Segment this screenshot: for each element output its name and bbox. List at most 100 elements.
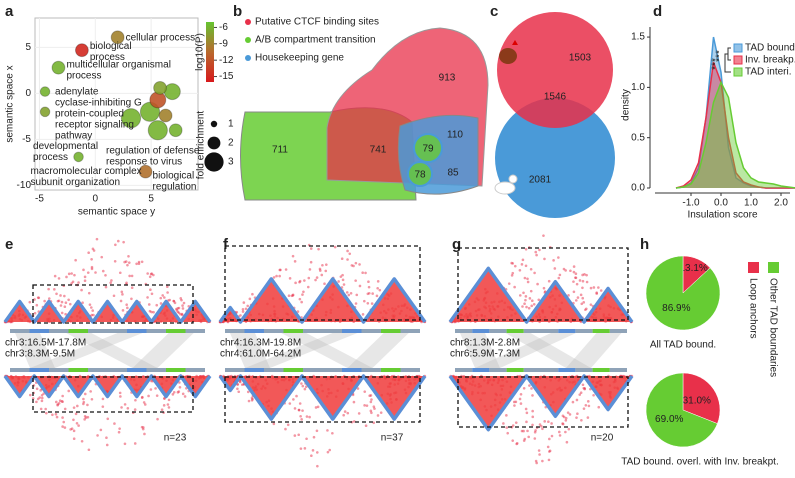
contact-dot	[547, 458, 551, 462]
contact-dot	[59, 294, 62, 297]
contact-dot	[54, 412, 58, 416]
contact-dot	[180, 298, 183, 302]
contact-dot	[530, 299, 534, 303]
colorbar-tick-label: -9	[219, 38, 228, 49]
contact-dot	[239, 314, 242, 317]
chromosome-track	[303, 329, 323, 333]
contact-dot	[278, 268, 282, 272]
contact-dot	[575, 282, 579, 286]
bubble	[51, 60, 66, 75]
contact-dot	[298, 279, 302, 283]
contact-dot	[367, 285, 371, 289]
contact-dot	[292, 398, 295, 401]
contact-dot	[543, 420, 547, 423]
y-axis-title: density	[621, 89, 632, 121]
chromosome-track	[264, 329, 284, 333]
contact-dot	[510, 274, 514, 277]
contact-dot	[130, 286, 134, 290]
contact-dot	[294, 281, 297, 285]
y-tick-label: 5	[25, 42, 31, 53]
contact-dot	[298, 402, 302, 405]
contact-dot	[523, 302, 526, 306]
chromosome-track	[400, 329, 420, 333]
chromosome-track	[166, 329, 186, 333]
contact-dot	[316, 464, 319, 468]
contact-dot	[47, 287, 50, 291]
contact-dot	[506, 431, 510, 435]
density-line	[675, 61, 795, 189]
contact-dot	[530, 387, 533, 390]
x-tick-label: -1.0	[682, 198, 700, 209]
contact-dot	[143, 403, 147, 406]
contact-dot	[119, 395, 122, 398]
contact-dot	[376, 280, 380, 283]
contact-dot	[350, 264, 354, 267]
chromosome-track	[541, 368, 559, 372]
contact-dot	[70, 282, 73, 285]
contact-dot	[528, 297, 532, 300]
sample-count: n=23	[164, 433, 187, 444]
contact-dot	[597, 286, 600, 289]
contact-dot	[123, 403, 127, 406]
bubble	[147, 120, 168, 141]
contact-dot	[45, 411, 48, 415]
contact-dot	[361, 313, 365, 316]
chromosome-track	[225, 329, 245, 333]
chromosome-track	[381, 329, 401, 333]
contact-dot	[99, 428, 103, 432]
contact-dot	[166, 291, 169, 294]
contact-dot	[507, 282, 511, 285]
contact-dot	[518, 294, 522, 297]
chromosome-track	[88, 368, 108, 372]
contact-dot	[574, 272, 578, 276]
highlight-box	[32, 284, 194, 324]
contact-dot	[341, 278, 345, 282]
contact-dot	[156, 417, 159, 421]
contact-dot	[522, 291, 525, 295]
chromosome-track	[283, 329, 303, 333]
contact-dot	[366, 301, 370, 305]
synteny-ribbon	[347, 333, 409, 368]
legend-swatch	[748, 262, 759, 273]
contact-dot	[585, 307, 588, 311]
contact-dot	[119, 299, 123, 303]
contact-dot	[326, 450, 330, 454]
contact-dot	[55, 415, 59, 419]
region-count: 78	[414, 170, 426, 181]
contact-dot	[63, 294, 66, 298]
contact-dot	[53, 274, 57, 278]
contact-dot	[91, 309, 95, 312]
contact-dot	[83, 415, 87, 418]
contact-dot	[299, 414, 302, 418]
contact-dot	[561, 414, 565, 418]
contact-dot	[113, 422, 116, 425]
chromosome-track	[575, 329, 593, 333]
contact-dot	[321, 263, 324, 267]
contact-dot	[530, 304, 534, 308]
legend-label: Putative CTCF binding sites	[255, 17, 379, 28]
contact-dot	[520, 263, 524, 266]
tad-outline	[3, 374, 212, 399]
contact-dot	[135, 262, 138, 266]
contact-dot	[518, 397, 522, 401]
contact-dot	[140, 425, 144, 429]
contact-dot	[70, 272, 73, 275]
contact-dot	[557, 276, 561, 280]
legend-label: Other TAD boundaries	[767, 278, 778, 377]
pie-value-label: 69.0%	[655, 414, 683, 425]
contact-dot	[251, 292, 254, 296]
contact-dot	[572, 280, 575, 283]
contact-dot	[246, 390, 250, 394]
contact-dot	[104, 285, 108, 289]
contact-dot	[523, 276, 527, 280]
legend-marker	[245, 19, 251, 25]
contact-dot	[525, 420, 528, 424]
contact-dot	[522, 439, 526, 442]
contact-dot	[33, 311, 37, 315]
contact-dot	[529, 267, 533, 271]
contact-dot	[167, 398, 171, 402]
contact-dot	[74, 412, 78, 416]
contact-dot	[531, 409, 534, 413]
contact-dot	[175, 307, 178, 311]
contact-dot	[572, 265, 576, 268]
